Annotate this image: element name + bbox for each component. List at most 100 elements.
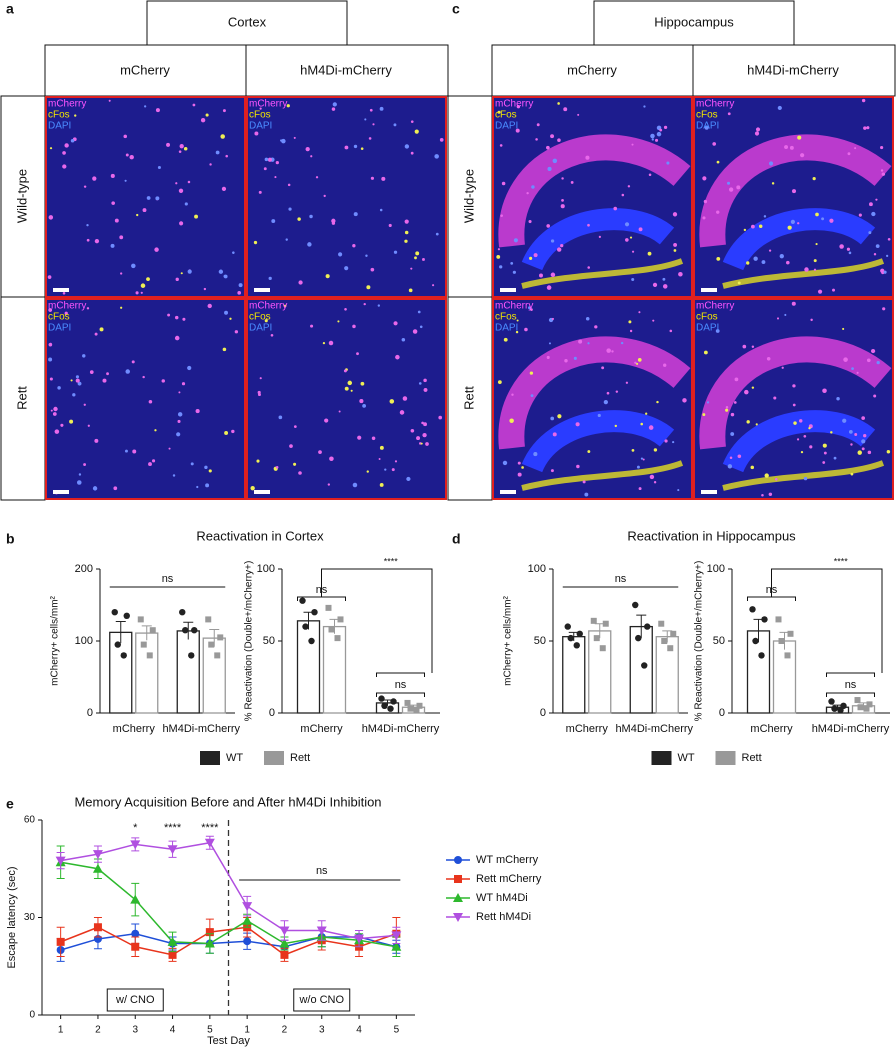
cell (323, 194, 326, 198)
cell (52, 412, 57, 416)
tissue-band (722, 460, 885, 491)
cell (155, 108, 160, 113)
cell (287, 183, 291, 187)
cell (70, 379, 73, 382)
cell (822, 443, 827, 448)
cell (672, 440, 675, 444)
cell (432, 284, 435, 287)
cell (725, 406, 729, 409)
annotation: **** (164, 822, 182, 834)
point (378, 695, 385, 702)
cell (866, 358, 871, 363)
cell (49, 377, 53, 381)
cell (876, 361, 880, 365)
cell (360, 147, 364, 150)
cell (887, 237, 891, 241)
cell (94, 239, 100, 244)
cell (111, 201, 115, 205)
cell (817, 289, 823, 294)
cell (727, 112, 731, 116)
cell (663, 363, 667, 367)
cell (662, 277, 666, 281)
cell (178, 391, 181, 394)
point (217, 634, 224, 641)
cell (524, 327, 528, 332)
point (761, 616, 768, 623)
cell (179, 221, 184, 226)
y-tick-label: 200 (75, 563, 93, 575)
cell (850, 472, 854, 476)
point (670, 630, 677, 637)
cell (328, 340, 334, 346)
cell (742, 344, 747, 349)
y-tick-label: 100 (528, 563, 546, 575)
point (573, 642, 580, 649)
cell (882, 307, 886, 311)
point (56, 937, 65, 946)
point (416, 702, 423, 709)
cell (220, 134, 225, 139)
y-axis-label: % Reactivation (Double+/mCherry+) (694, 561, 705, 722)
point (149, 627, 156, 634)
cell (815, 242, 818, 246)
error-bar (141, 625, 152, 641)
cell (614, 424, 618, 428)
tissue-band (521, 460, 684, 491)
channel-label: cFos (48, 312, 70, 323)
cell (585, 317, 590, 321)
cell (274, 176, 277, 179)
cell (503, 337, 508, 342)
cell (636, 362, 639, 365)
cell (174, 315, 179, 320)
image-border (45, 96, 246, 298)
panel-label: a (6, 1, 14, 17)
cell (673, 242, 678, 247)
cell (218, 269, 224, 274)
cell (796, 438, 800, 441)
y-tick-label: 100 (75, 635, 93, 647)
cell (652, 282, 658, 288)
cell (325, 274, 330, 279)
y-tick-label: 50 (713, 635, 725, 647)
cell (727, 181, 731, 185)
cell (761, 260, 766, 264)
cell (69, 419, 74, 424)
point (413, 707, 420, 714)
cell (404, 219, 409, 224)
point (775, 616, 782, 623)
cell (53, 406, 58, 412)
bar (588, 630, 612, 714)
cell (627, 185, 631, 188)
cell (625, 381, 629, 384)
annotation: * (133, 822, 138, 834)
cell (175, 182, 178, 185)
cell (75, 375, 80, 379)
cell (753, 256, 758, 261)
cell (638, 487, 642, 491)
cell (645, 412, 648, 415)
cell (352, 482, 358, 488)
cell (315, 176, 319, 179)
cell (706, 401, 710, 404)
cell (656, 400, 659, 404)
cell (102, 378, 107, 383)
cell (843, 357, 848, 362)
point (205, 616, 212, 623)
point (391, 931, 402, 941)
cell (108, 99, 111, 102)
point (828, 698, 835, 705)
channel-label: DAPI (48, 121, 71, 132)
cell (587, 450, 591, 453)
cell (356, 352, 359, 356)
point (131, 942, 140, 951)
cell (257, 390, 261, 395)
tissue-band (498, 134, 691, 248)
point (168, 950, 177, 959)
cell (438, 415, 443, 420)
cell (370, 176, 374, 180)
cell (725, 408, 729, 412)
cell (75, 378, 80, 383)
legend-marker (454, 875, 462, 883)
cell (435, 232, 439, 236)
cell (285, 238, 288, 241)
